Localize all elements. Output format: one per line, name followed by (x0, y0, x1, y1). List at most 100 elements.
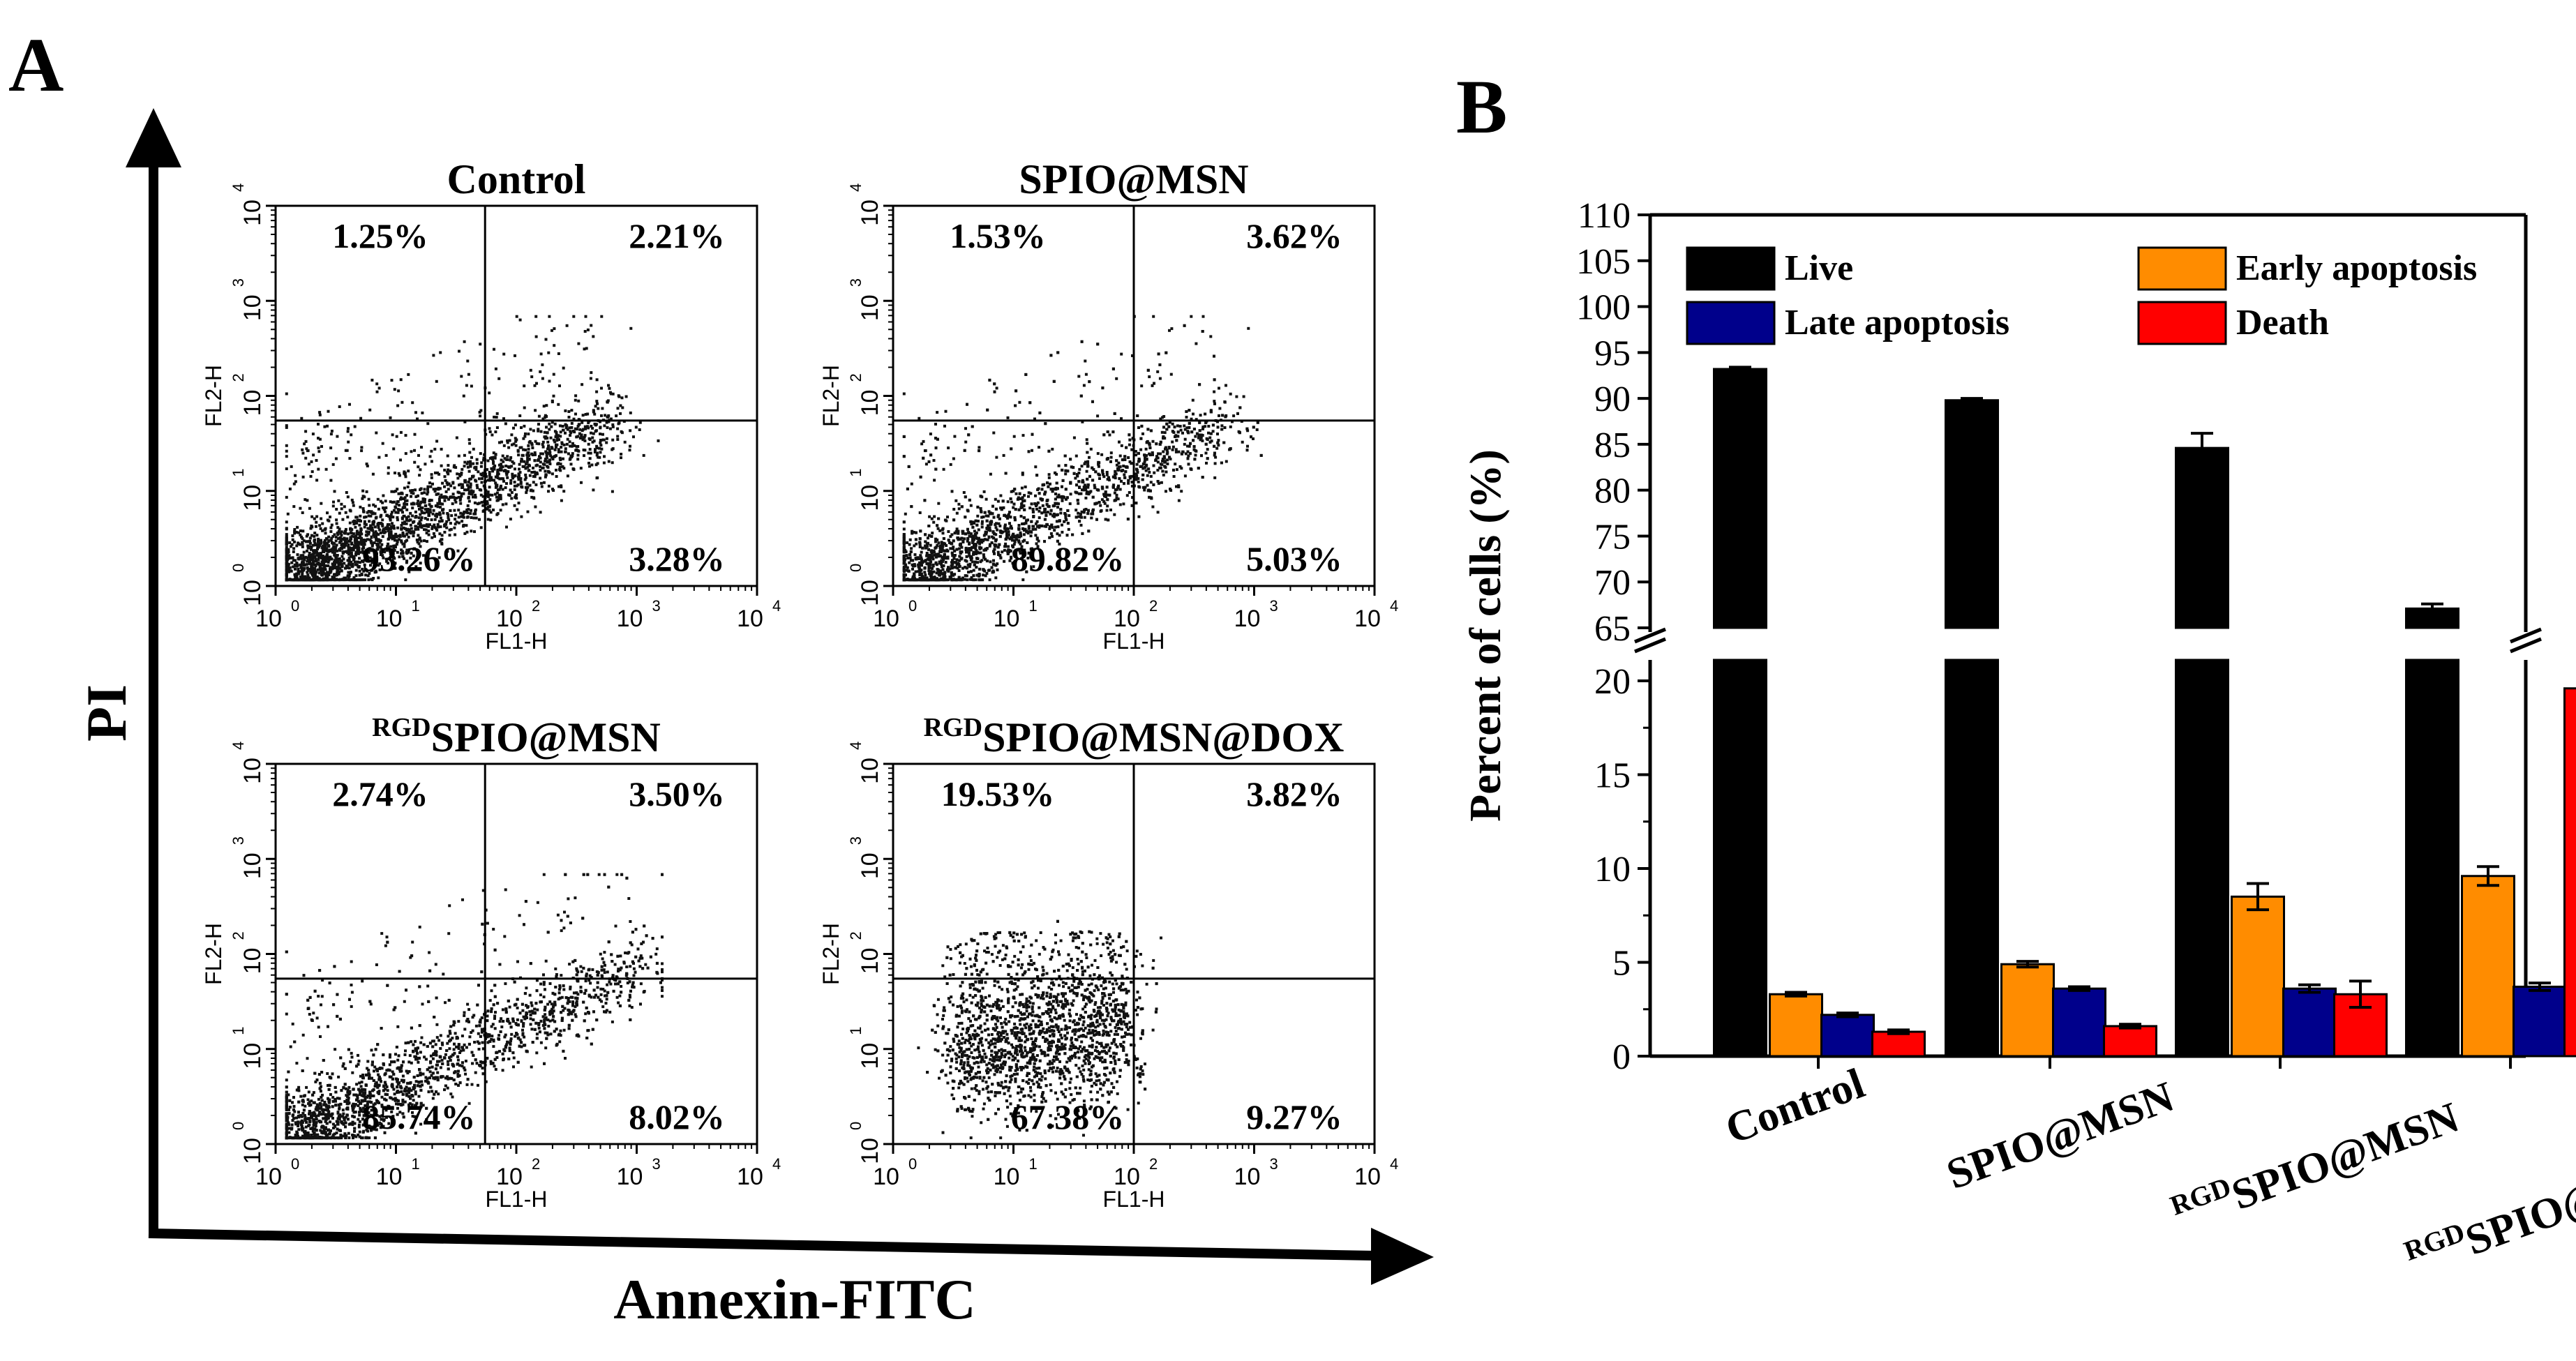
scatter-point (956, 536, 959, 540)
scatter-point (970, 535, 973, 539)
scatter-point (315, 550, 318, 554)
scatter-point (1229, 425, 1232, 428)
scatter-point (457, 495, 460, 499)
scatter-point (1035, 520, 1039, 523)
scatter-point (472, 447, 475, 451)
scatter-point (595, 453, 599, 457)
scatter-point (377, 526, 380, 529)
scatter-point (929, 562, 931, 566)
scatter-point (1031, 449, 1033, 452)
scatter-point (417, 494, 419, 497)
scatter-point (1148, 443, 1151, 446)
scatter-point (1167, 425, 1171, 428)
scatter-point (1084, 486, 1088, 488)
scatter-point (920, 556, 923, 559)
scatter-point (979, 540, 982, 543)
scatter-point (318, 524, 322, 527)
scatter-point (310, 572, 314, 576)
scatter-point (317, 546, 320, 549)
scatter-point (1002, 453, 1005, 457)
scatter-point (497, 498, 500, 502)
scatter-point (1029, 534, 1033, 538)
scatter-point (462, 523, 465, 527)
scatter-point (504, 502, 508, 506)
scatter-point (401, 555, 405, 558)
scatter-point (588, 457, 592, 460)
scatter-point (1145, 457, 1148, 460)
scatter-point (520, 426, 523, 429)
scatter-point (503, 457, 507, 460)
scatter-point (387, 515, 391, 518)
scatter-point (308, 506, 311, 510)
scatter-point (1074, 549, 1077, 552)
scatter-point (991, 535, 994, 539)
scatter-point (1176, 430, 1180, 434)
scatter-point (449, 522, 452, 525)
scatter-point (362, 578, 366, 582)
scatter-point (357, 536, 361, 539)
scatter-point (366, 511, 369, 514)
scatter-point (1171, 445, 1175, 449)
scatter-point (1224, 415, 1227, 419)
scatter-point (935, 563, 938, 566)
scatter-point (416, 525, 419, 529)
scatter-point (553, 327, 556, 331)
scatter-point (1017, 524, 1021, 527)
scatter-point (629, 444, 631, 448)
scatter-point (476, 502, 479, 506)
scatter-point (407, 528, 411, 532)
scatter-point (544, 469, 547, 473)
scatter-point (301, 475, 305, 479)
scatter-point (405, 494, 409, 497)
scatter-point (588, 465, 591, 468)
scatter-point (343, 529, 347, 533)
scatter-point (553, 344, 556, 347)
scatter-point (346, 430, 350, 433)
scatter-point (396, 508, 400, 511)
scatter-point (398, 497, 402, 501)
scatter-point (992, 536, 996, 540)
scatter-point (603, 424, 606, 428)
scatter-point (340, 530, 343, 534)
scatter-point (320, 569, 323, 573)
scatter-point (426, 488, 429, 491)
scatter-point (447, 518, 451, 522)
scatter-point (550, 446, 553, 450)
scatter-point (310, 470, 314, 474)
scatter-point (539, 469, 542, 472)
scatter-point (1096, 452, 1100, 456)
scatter-point (1188, 452, 1192, 456)
scatter-point (1018, 497, 1021, 501)
scatter-point (352, 504, 355, 507)
scatter-point (989, 522, 992, 526)
scatter-point (297, 557, 300, 560)
scatter-point (932, 570, 936, 573)
scatter-point (334, 562, 337, 566)
scatter-point (285, 455, 288, 458)
scatter-point (1017, 508, 1021, 511)
scatter-point (386, 523, 389, 527)
scatter-point (544, 338, 548, 341)
scatter-point (1123, 455, 1127, 458)
scatter-point (523, 435, 527, 438)
scatter-point (312, 453, 315, 457)
scatter-point (412, 554, 415, 557)
scatter-point (1151, 384, 1154, 387)
scatter-point (329, 539, 333, 542)
scatter-point (1069, 481, 1072, 484)
scatter-point (488, 509, 491, 512)
scatter-point (514, 496, 517, 499)
scatter-point (1107, 479, 1111, 482)
scatter-point (297, 572, 301, 576)
scatter-point (335, 557, 338, 560)
scatter-point (333, 578, 336, 582)
scatter-point (417, 522, 420, 525)
scatter-point (509, 479, 513, 482)
scatter-point (984, 548, 987, 552)
scatter-point (462, 516, 465, 519)
scatter-point (1055, 520, 1058, 523)
scatter-point (324, 578, 328, 582)
scatter-point (930, 552, 934, 555)
scatter-point (1127, 481, 1130, 485)
